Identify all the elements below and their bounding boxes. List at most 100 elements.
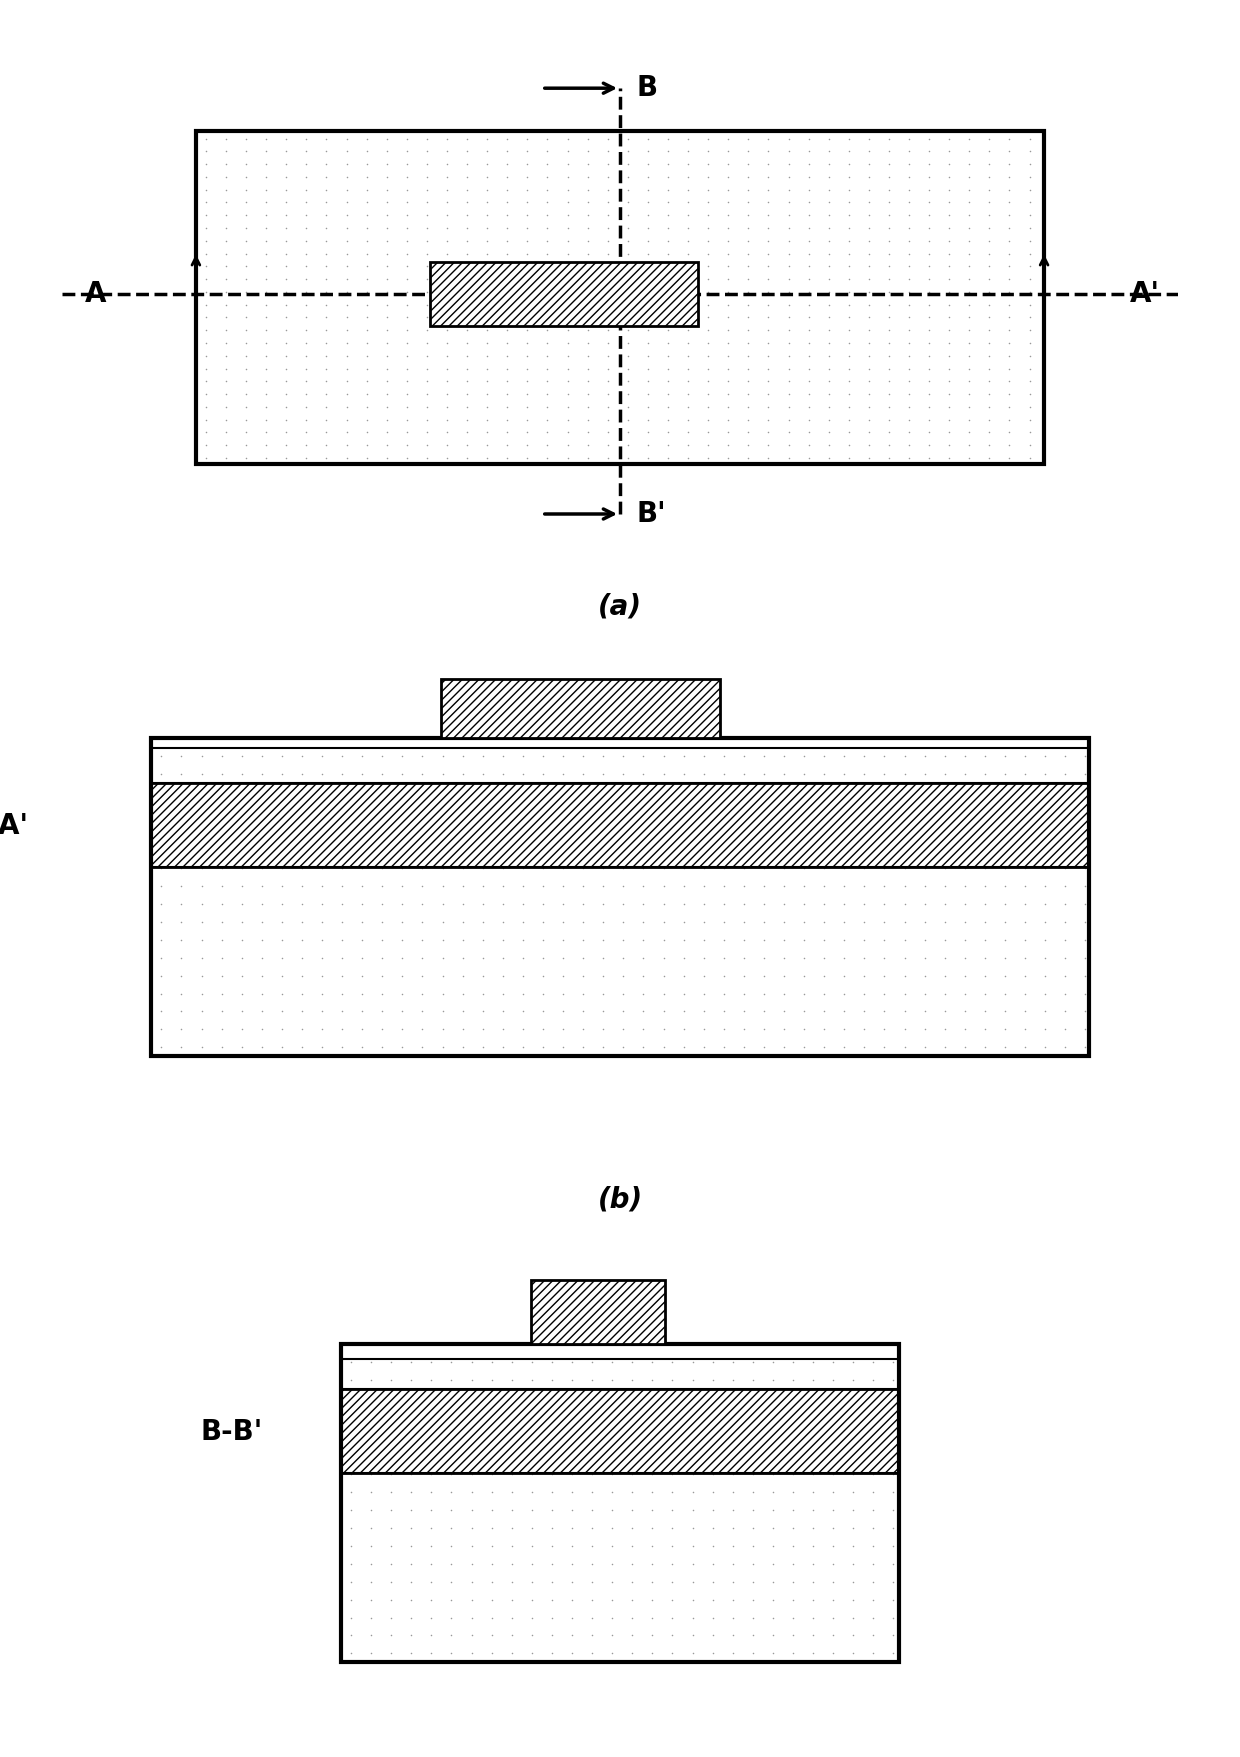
Point (538, 316, 558, 344)
Point (517, 137, 537, 165)
Point (316, 239, 336, 267)
Point (642, 1567, 662, 1595)
Point (533, 761, 553, 789)
Point (818, 394, 838, 422)
Point (662, 1348, 682, 1376)
Point (357, 176, 377, 204)
Point (438, 367, 458, 395)
Point (413, 908, 433, 936)
Point (895, 961, 915, 989)
Point (960, 265, 980, 293)
Point (296, 394, 316, 422)
Point (1075, 854, 1095, 882)
Point (377, 367, 397, 395)
Point (502, 1497, 522, 1525)
Point (236, 380, 257, 408)
Point (1019, 200, 1039, 228)
Point (236, 137, 257, 165)
Point (257, 176, 277, 204)
Point (316, 418, 336, 446)
Point (151, 1033, 171, 1061)
Point (517, 278, 537, 306)
Point (795, 908, 815, 936)
Point (614, 908, 634, 936)
Point (823, 1604, 843, 1632)
Point (337, 445, 357, 473)
Point (502, 1550, 522, 1578)
Point (703, 1478, 723, 1506)
Point (312, 961, 332, 989)
Point (252, 926, 272, 954)
Point (739, 253, 759, 281)
Point (698, 137, 718, 165)
Point (818, 290, 838, 318)
Point (639, 227, 658, 255)
Point (743, 1515, 763, 1543)
Point (899, 239, 919, 267)
Point (538, 341, 558, 369)
Point (739, 200, 759, 228)
Point (216, 316, 236, 344)
Point (477, 163, 497, 192)
Point (863, 1532, 883, 1560)
Point (799, 290, 818, 318)
Point (232, 891, 252, 919)
Point (502, 1365, 522, 1393)
Point (578, 265, 598, 293)
Point (458, 176, 477, 204)
Point (698, 290, 718, 318)
Point (293, 908, 312, 936)
Point (683, 1348, 703, 1376)
Point (823, 1478, 843, 1506)
Point (859, 394, 879, 422)
Point (739, 304, 759, 332)
Point (296, 149, 316, 177)
Point (1016, 961, 1035, 989)
Point (673, 980, 693, 1009)
Point (583, 1604, 603, 1632)
Point (919, 341, 939, 369)
Point (639, 355, 658, 383)
Point (634, 871, 653, 900)
Point (774, 944, 794, 972)
Point (673, 871, 693, 900)
Point (216, 278, 236, 306)
Point (502, 1622, 522, 1650)
Point (639, 418, 658, 446)
Point (438, 253, 458, 281)
Point (999, 380, 1019, 408)
Point (603, 1622, 622, 1650)
Point (171, 926, 191, 954)
Point (774, 980, 794, 1009)
Point (422, 1515, 441, 1543)
Point (784, 1478, 804, 1506)
Point (1035, 741, 1055, 770)
Point (277, 394, 296, 422)
Point (694, 891, 714, 919)
Point (743, 1478, 763, 1506)
Point (1035, 926, 1055, 954)
Point (714, 741, 734, 770)
Point (341, 1365, 361, 1393)
Point (779, 290, 799, 318)
Point (257, 316, 277, 344)
Point (899, 176, 919, 204)
Point (497, 406, 517, 434)
Point (774, 761, 794, 789)
Point (774, 961, 794, 989)
Point (232, 980, 252, 1009)
Point (653, 961, 673, 989)
Point (438, 137, 458, 165)
Point (662, 1532, 682, 1560)
Point (578, 227, 598, 255)
Point (441, 1622, 461, 1650)
Point (441, 1567, 461, 1595)
Point (236, 188, 257, 216)
Point (639, 380, 658, 408)
Point (598, 406, 618, 434)
Point (538, 406, 558, 434)
Point (639, 239, 658, 267)
Point (859, 214, 879, 242)
Point (513, 926, 533, 954)
Point (438, 445, 458, 473)
